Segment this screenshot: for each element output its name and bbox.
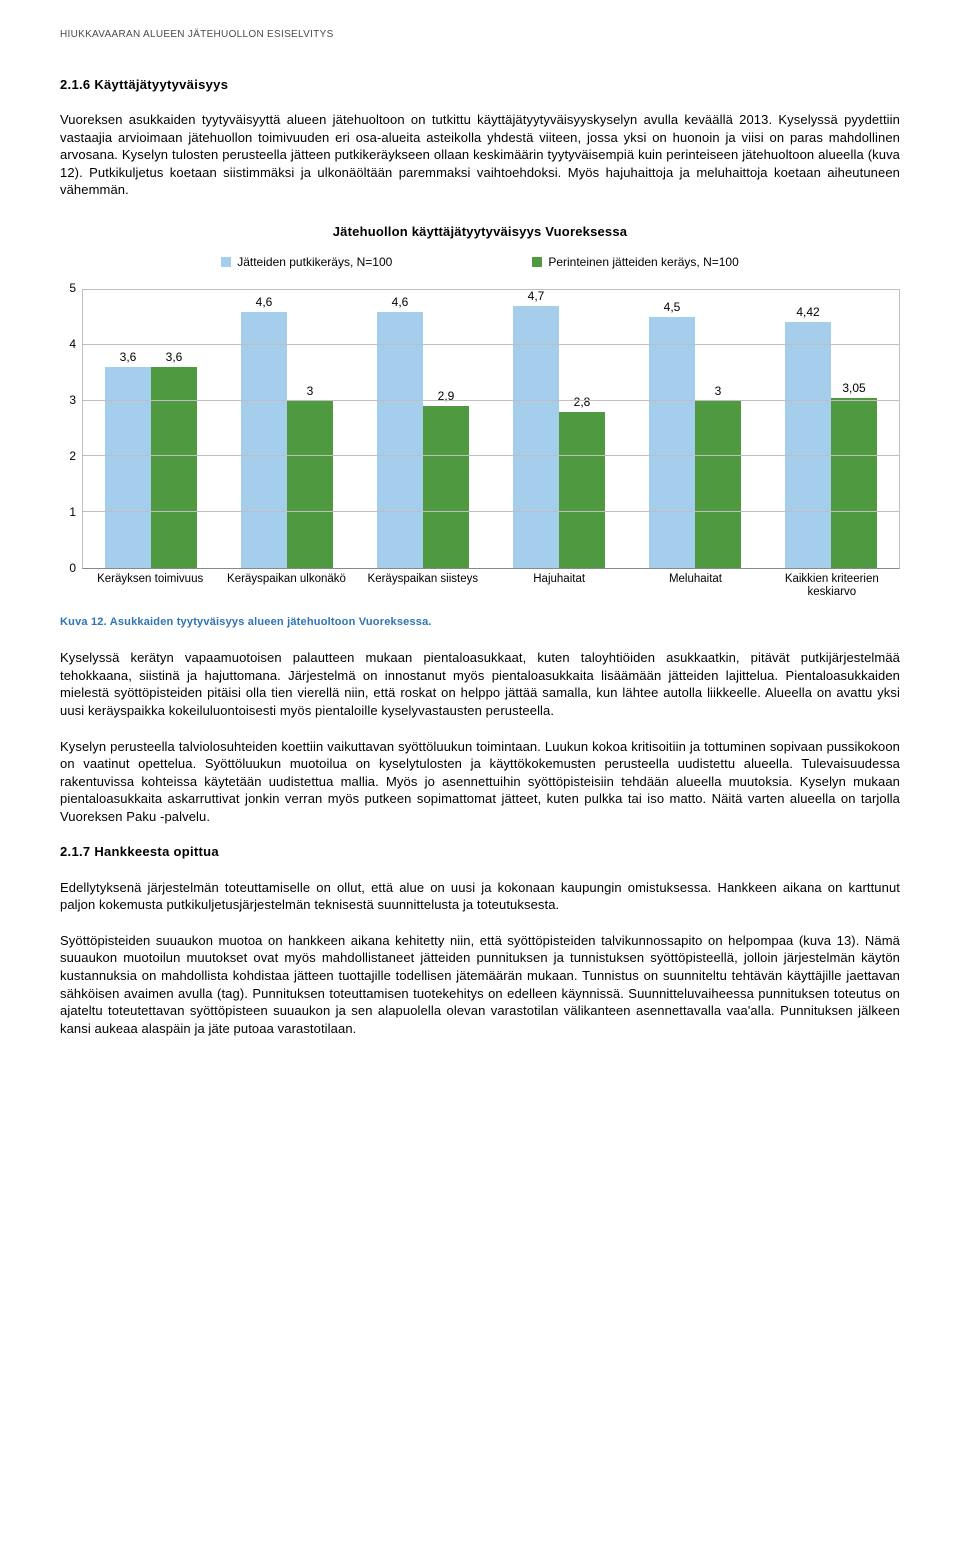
- bar: 4,5: [649, 317, 695, 567]
- bar: 3: [287, 401, 333, 568]
- x-category-label: Kaikkien kriteerien keskiarvo: [764, 569, 900, 609]
- x-category-label: Keräyspaikan ulkonäkö: [218, 569, 354, 609]
- legend-item-series-1: Jätteiden putkikeräys, N=100: [221, 254, 392, 270]
- grid-line: [83, 455, 899, 456]
- x-category-label: Hajuhaitat: [491, 569, 627, 609]
- x-axis-labels: Keräyksen toimivuusKeräyspaikan ulkonäkö…: [82, 569, 900, 609]
- legend-label: Perinteinen jätteiden keräys, N=100: [548, 254, 738, 270]
- bar-value-label: 3,6: [166, 349, 183, 365]
- bar-value-label: 2,8: [574, 394, 591, 410]
- legend-label: Jätteiden putkikeräys, N=100: [237, 254, 392, 270]
- y-tick-label: 2: [69, 448, 76, 464]
- body-paragraph: Vuoreksen asukkaiden tyytyväisyyttä alue…: [60, 111, 900, 199]
- bar-group: 4,62,9: [355, 290, 491, 568]
- plot-area: 3,63,64,634,62,94,72,84,534,423,05: [82, 289, 900, 569]
- bars-container: 3,63,64,634,62,94,72,84,534,423,05: [83, 290, 899, 568]
- chart-title: Jätehuollon käyttäjätyytyväisyys Vuoreks…: [60, 223, 900, 241]
- bar-group: 3,63,6: [83, 290, 219, 568]
- bar: 3: [695, 401, 741, 568]
- bar: 4,6: [241, 312, 287, 568]
- x-category-label: Meluhaitat: [627, 569, 763, 609]
- bar-value-label: 3,6: [120, 349, 137, 365]
- grid-line: [83, 400, 899, 401]
- bar-value-label: 4,42: [796, 304, 819, 320]
- bar-value-label: 3,05: [842, 380, 865, 396]
- y-tick-label: 0: [69, 560, 76, 576]
- bar-group: 4,72,8: [491, 290, 627, 568]
- bar-value-label: 4,6: [256, 294, 273, 310]
- y-tick-label: 5: [69, 280, 76, 296]
- body-paragraph: Edellytyksenä järjestelmän toteuttamisel…: [60, 879, 900, 914]
- chart-caption: Kuva 12. Asukkaiden tyytyväisyys alueen …: [60, 615, 900, 630]
- bar-chart: 012345 3,63,64,634,62,94,72,84,534,423,0…: [60, 289, 900, 609]
- body-paragraph: Syöttöpisteiden suuaukon muotoa on hankk…: [60, 932, 900, 1037]
- bar-value-label: 2,9: [438, 388, 455, 404]
- legend-swatch-icon: [532, 257, 542, 267]
- bar: 4,7: [513, 306, 559, 567]
- bar-group: 4,63: [219, 290, 355, 568]
- x-category-label: Keräyksen toimivuus: [82, 569, 218, 609]
- grid-line: [83, 511, 899, 512]
- legend-item-series-2: Perinteinen jätteiden keräys, N=100: [532, 254, 738, 270]
- y-tick-label: 4: [69, 336, 76, 352]
- bar-value-label: 3: [307, 383, 314, 399]
- y-tick-label: 1: [69, 504, 76, 520]
- x-category-label: Keräyspaikan siisteys: [355, 569, 491, 609]
- bar-value-label: 3: [715, 383, 722, 399]
- legend-swatch-icon: [221, 257, 231, 267]
- bar: 4,42: [785, 322, 831, 568]
- bar: 2,9: [423, 406, 469, 567]
- bar-value-label: 4,7: [528, 288, 545, 304]
- body-paragraph: Kyselyn perusteella talviolosuhteiden ko…: [60, 738, 900, 826]
- bar-value-label: 4,5: [664, 299, 681, 315]
- bar-value-label: 4,6: [392, 294, 409, 310]
- y-axis: 012345: [60, 289, 82, 569]
- bar-group: 4,53: [627, 290, 763, 568]
- y-tick-label: 3: [69, 392, 76, 408]
- body-paragraph: Kyselyssä kerätyn vapaamuotoisen palautt…: [60, 649, 900, 719]
- bar-group: 4,423,05: [763, 290, 899, 568]
- grid-line: [83, 344, 899, 345]
- bar: 3,6: [105, 367, 151, 567]
- section-heading-217: 2.1.7 Hankkeesta opittua: [60, 843, 900, 861]
- bar: 3,6: [151, 367, 197, 567]
- bar: 4,6: [377, 312, 423, 568]
- bar: 3,05: [831, 398, 877, 568]
- chart-legend: Jätteiden putkikeräys, N=100 Perinteinen…: [60, 254, 900, 270]
- bar: 2,8: [559, 412, 605, 568]
- page-header: HIUKKAVAARAN ALUEEN JÄTEHUOLLON ESISELVI…: [60, 28, 900, 42]
- section-heading-216: 2.1.6 Käyttäjätyytyväisyys: [60, 76, 900, 94]
